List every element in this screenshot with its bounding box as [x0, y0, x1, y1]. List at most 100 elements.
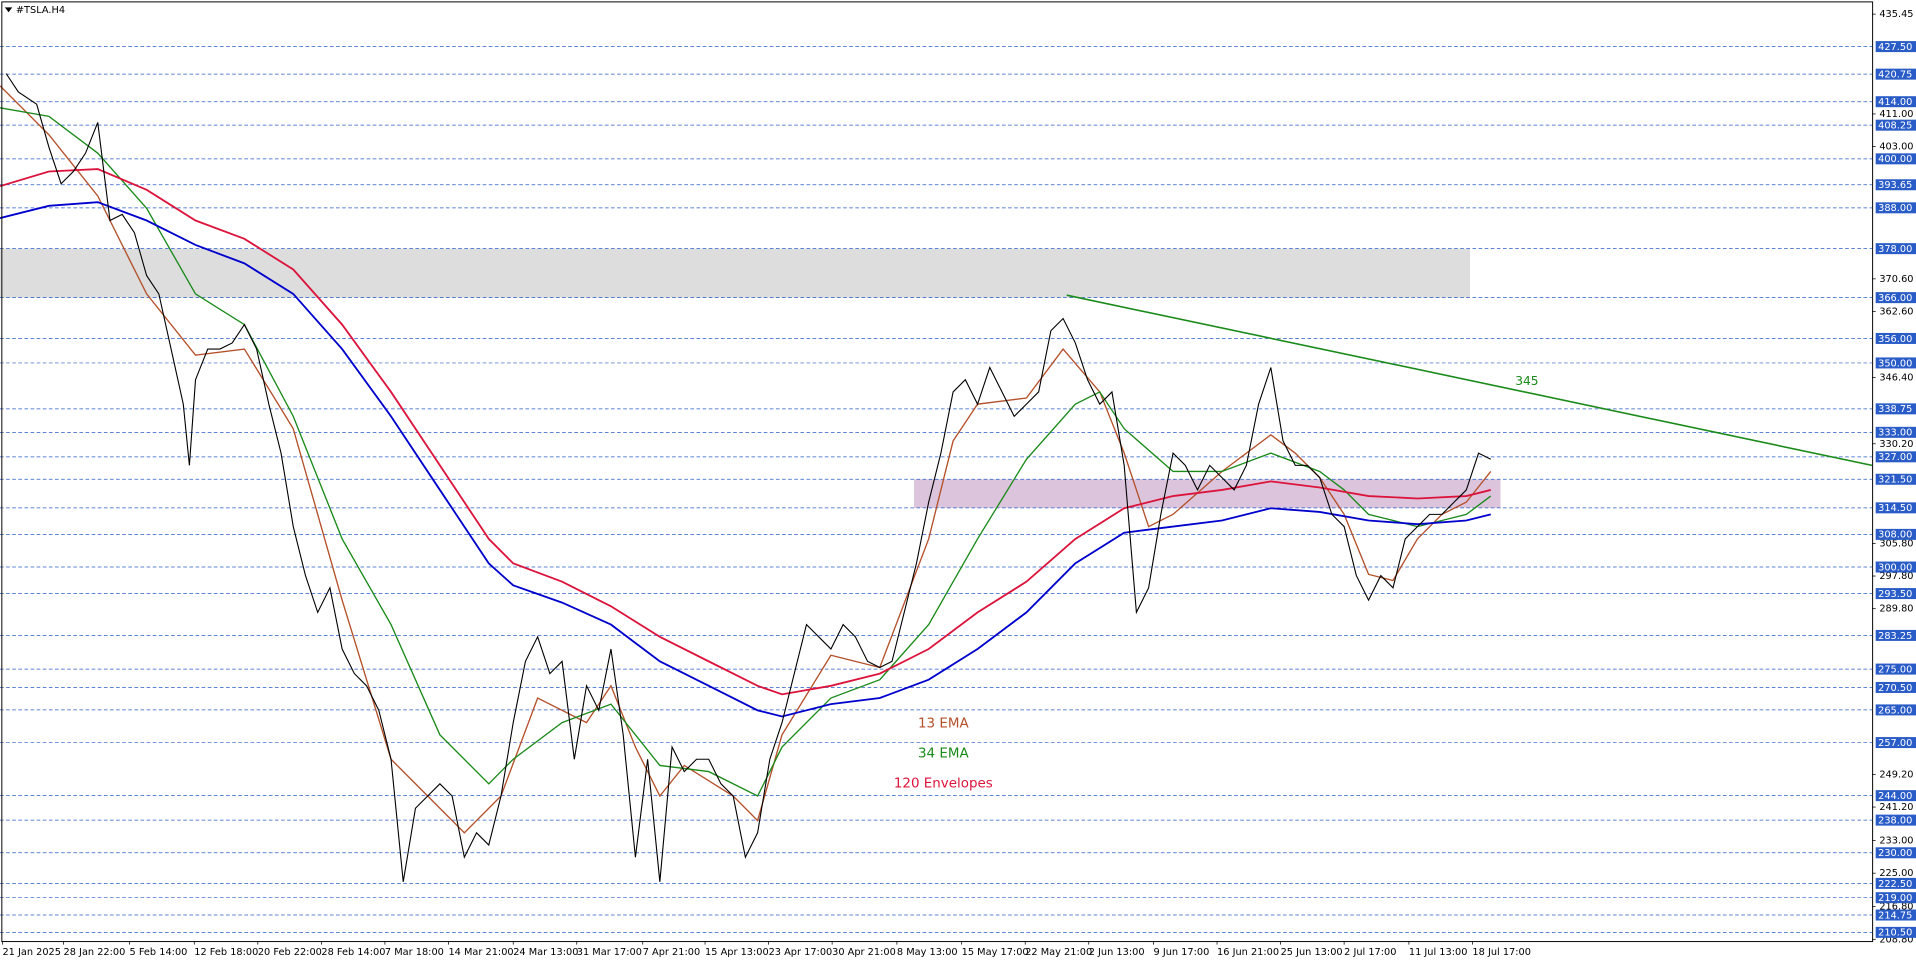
y-tick-label: 297.80 [1879, 571, 1913, 582]
x-tick-label: 24 Mar 13:00 [513, 947, 578, 958]
level-label-bg [1875, 292, 1916, 304]
level-label-bg [1875, 926, 1916, 938]
chart-title: #TSLA.H4 [16, 5, 65, 16]
x-tick-label: 8 May 13:00 [897, 947, 958, 958]
level-label: 300.00 [1878, 562, 1912, 573]
y-tick-label: 435.45 [1879, 9, 1913, 20]
y-tick-label: 346.40 [1879, 373, 1913, 384]
level-label: 214.75 [1878, 910, 1912, 921]
level-label-bg [1875, 877, 1916, 889]
level-label-bg [1875, 502, 1916, 514]
y-tick-label: 370.60 [1879, 274, 1913, 285]
level-label: 265.00 [1878, 705, 1912, 716]
level-label-bg [1875, 473, 1916, 485]
level-label: 420.75 [1878, 70, 1912, 81]
level-label: 210.50 [1878, 928, 1912, 939]
menu-arrow[interactable] [4, 7, 13, 13]
y-tick-label: 216.80 [1879, 902, 1913, 913]
x-tick-label: 2 Jun 13:00 [1089, 947, 1145, 958]
level-label-bg [1875, 119, 1916, 131]
level-label: 356.00 [1878, 334, 1912, 345]
level-label: 327.00 [1878, 452, 1912, 463]
y-tick-label: 305.80 [1879, 538, 1913, 549]
level-label-bg [1875, 629, 1916, 641]
legend-label: 120 Envelopes [894, 776, 993, 791]
level-label-bg [1875, 790, 1916, 802]
level-label-bg [1875, 332, 1916, 344]
level-label-bg [1875, 847, 1916, 859]
level-label-bg [1875, 41, 1916, 53]
y-tick-label: 411.00 [1879, 109, 1913, 120]
level-label-bg [1875, 403, 1916, 415]
level-label: 400.00 [1878, 154, 1912, 165]
level-label: 366.00 [1878, 293, 1912, 304]
level-label: 338.75 [1878, 404, 1912, 415]
level-label-bg [1875, 426, 1916, 438]
x-tick-label: 14 Mar 21:00 [448, 947, 513, 958]
level-label: 314.50 [1878, 503, 1912, 514]
level-label-bg [1875, 737, 1916, 749]
level-label-bg [1875, 179, 1916, 191]
plot-area [0, 46, 1873, 933]
legend-label: 13 EMA [918, 716, 969, 731]
price-line [5, 73, 1492, 882]
x-tick-label: 5 Feb 14:00 [130, 947, 188, 958]
x-tick-label: 22 May 21:00 [1025, 947, 1092, 958]
level-label: 244.00 [1878, 791, 1912, 802]
level-label: 378.00 [1878, 244, 1912, 255]
x-tick-label: 20 Feb 22:00 [258, 947, 322, 958]
level-label-bg [1875, 588, 1916, 600]
level-label: 350.00 [1878, 358, 1912, 369]
level-label-bg [1875, 451, 1916, 463]
level-label: 333.00 [1878, 428, 1912, 439]
indicator-line [0, 107, 1492, 797]
level-label-bg [1875, 561, 1916, 573]
y-tick-label: 330.20 [1879, 439, 1913, 450]
level-label-bg [1875, 909, 1916, 921]
level-label-bg [1875, 892, 1916, 904]
y-tick-label: 249.20 [1879, 769, 1913, 780]
indicator-line [0, 168, 1491, 696]
trendline-label: 345 [1515, 374, 1538, 388]
level-label-bg [1875, 663, 1916, 675]
plot-frame [1, 1, 1874, 943]
x-tick-label: 28 Feb 14:00 [321, 947, 385, 958]
level-label: 270.50 [1878, 683, 1912, 694]
level-label: 238.00 [1878, 815, 1912, 826]
level-label-bg [1875, 528, 1916, 540]
x-tick-label: 21 Jan 2025 [2, 947, 61, 958]
y-tick-label: 362.60 [1879, 307, 1913, 318]
zone [0, 248, 1470, 298]
x-tick-label: 23 Apr 17:00 [769, 947, 833, 958]
envelope-lower [0, 201, 1491, 718]
y-tick-label: 241.20 [1879, 802, 1913, 813]
level-label-bg [1875, 68, 1916, 80]
level-label: 275.00 [1878, 664, 1912, 675]
level-label: 427.50 [1878, 42, 1912, 53]
level-label: 219.00 [1878, 893, 1912, 904]
level-label-bg [1875, 814, 1916, 826]
x-tick-label: 16 Jun 21:00 [1217, 947, 1279, 958]
level-label: 257.00 [1878, 738, 1912, 749]
level-label: 388.00 [1878, 203, 1912, 214]
level-label: 408.25 [1878, 121, 1912, 132]
level-label-bg [1875, 202, 1916, 214]
x-tick-label: 7 Apr 21:00 [643, 947, 700, 958]
y-tick-label: 225.00 [1879, 868, 1913, 879]
x-tick-label: 15 May 17:00 [962, 947, 1029, 958]
level-label-bg [1875, 153, 1916, 165]
level-label: 222.50 [1878, 879, 1912, 890]
y-tick-label: 403.00 [1879, 142, 1913, 153]
level-label: 393.65 [1878, 180, 1912, 191]
x-tick-label: 7 Mar 18:00 [385, 947, 444, 958]
level-label: 293.50 [1878, 589, 1912, 600]
x-tick-label: 18 Jul 17:00 [1472, 947, 1531, 958]
x-tick-label: 15 Apr 13:00 [705, 947, 769, 958]
y-tick-label: 289.80 [1879, 604, 1913, 615]
level-label: 414.00 [1878, 97, 1912, 108]
x-tick-label: 30 Apr 21:00 [832, 947, 896, 958]
x-tick-label: 31 Mar 17:00 [577, 947, 642, 958]
x-tick-label: 11 Jul 13:00 [1409, 947, 1468, 958]
level-label: 230.00 [1878, 848, 1912, 859]
